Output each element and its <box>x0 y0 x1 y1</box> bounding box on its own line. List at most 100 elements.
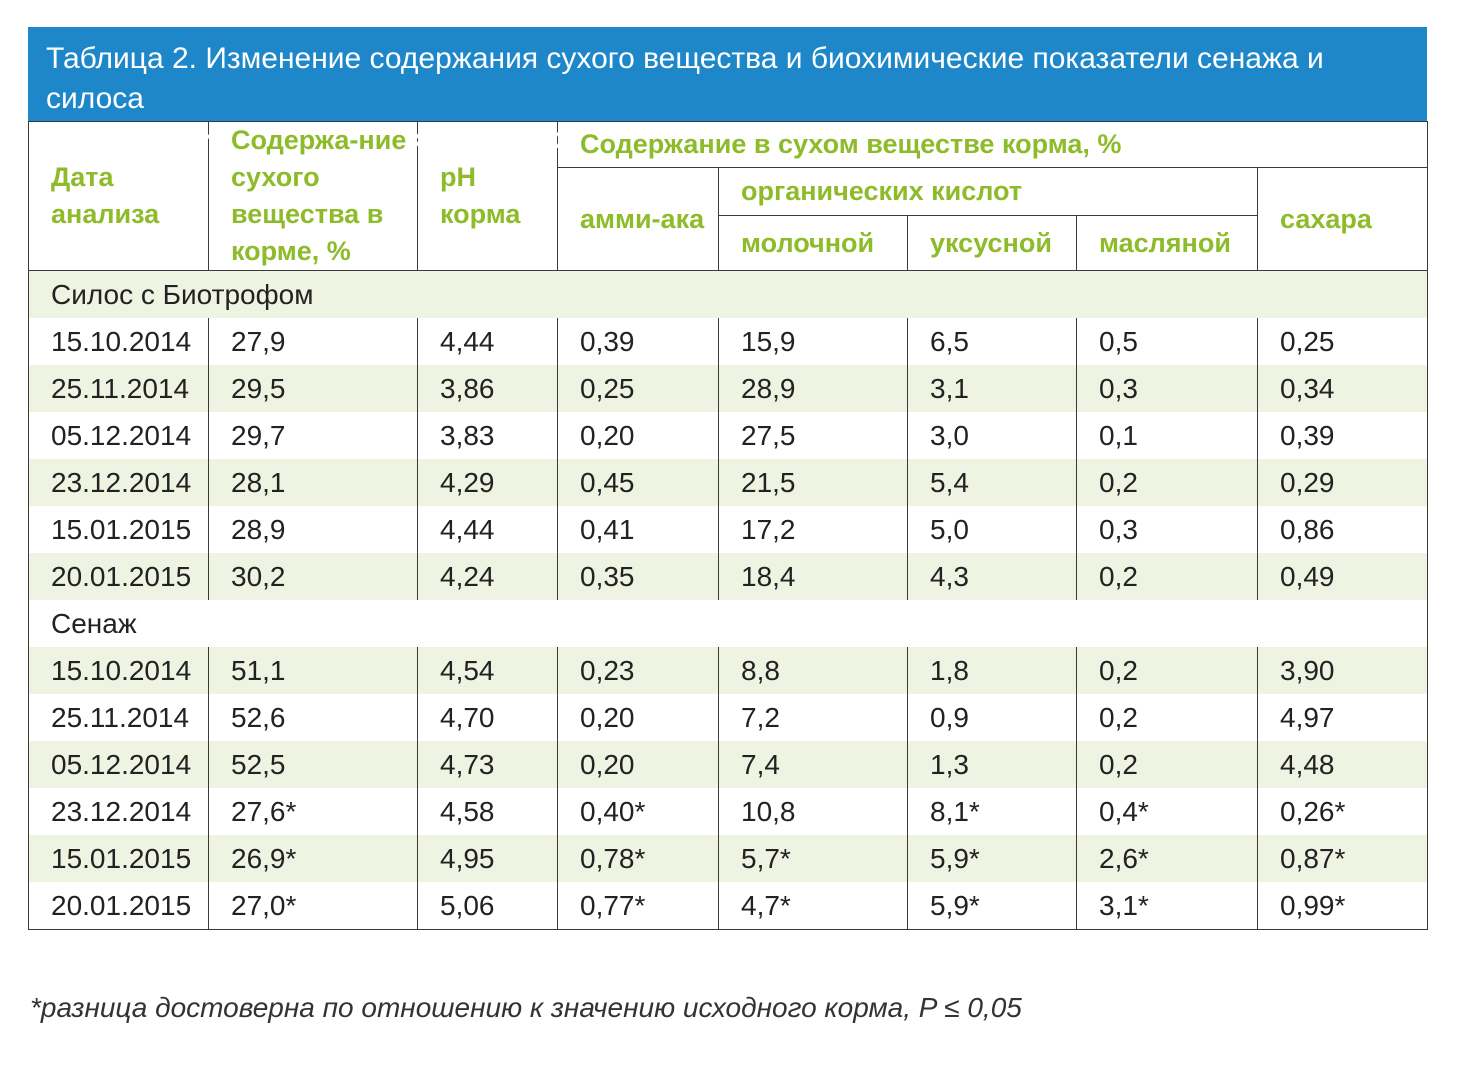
table-row: 23.12.2014 28,1 4,29 0,45 21,5 5,4 0,2 0,29 <box>28 459 1429 506</box>
table-row: 20.01.2015 30,2 4,24 0,35 18,4 4,3 0,2 0,49 <box>28 553 1429 600</box>
table-cell: 0,35 <box>557 553 719 600</box>
table-cell: 28,1 <box>208 459 418 506</box>
section-row: Силос с Биотрофом <box>27 270 1429 318</box>
table-cell: 0,9 <box>907 694 1077 741</box>
table-cell: 2,6* <box>1076 835 1258 882</box>
table-cell: 15.01.2015 <box>28 835 209 882</box>
table-cell: 52,5 <box>208 741 418 788</box>
table-cell: 4,3 <box>907 553 1077 600</box>
table-cell: 0,20 <box>557 741 719 788</box>
table-cell: 0,3 <box>1076 365 1258 412</box>
table-cell: 4,44 <box>417 506 558 553</box>
table-cell: 4,73 <box>417 741 558 788</box>
table-row: 25.11.2014 29,5 3,86 0,25 28,9 3,1 0,3 0,34 <box>28 365 1429 412</box>
table-cell: 0,77* <box>557 882 719 930</box>
table-cell: 4,70 <box>417 694 558 741</box>
table-cell: 0,87* <box>1256 835 1429 882</box>
table-cell: 5,7* <box>718 835 908 882</box>
table-cell: 15.10.2014 <box>28 318 209 365</box>
table-cell: 27,6* <box>208 788 418 835</box>
table-row: 15.01.2015 28,9 4,44 0,41 17,2 5,0 0,3 0,86 <box>28 506 1429 553</box>
table-cell: 0,45 <box>557 459 719 506</box>
table-cell: 23.12.2014 <box>28 459 209 506</box>
table-cell: 05.12.2014 <box>28 741 209 788</box>
table-cell: 30,2 <box>208 553 418 600</box>
table-cell: 4,48 <box>1256 741 1429 788</box>
table-cell: 0,26* <box>1256 788 1429 835</box>
footnote: *разница достоверна по отношению к значе… <box>30 992 1022 1023</box>
table-cell: 25.11.2014 <box>28 694 209 741</box>
table-cell: 20.01.2015 <box>28 553 209 600</box>
table-cell: 4,58 <box>417 788 558 835</box>
table-cell: 20.01.2015 <box>28 882 209 930</box>
table-cell: 0,25 <box>557 365 719 412</box>
table-cell: 28,9 <box>718 365 908 412</box>
table-cell: 0,20 <box>557 412 719 459</box>
table-cell: 0,20 <box>557 694 719 741</box>
table-cell: 29,7 <box>208 412 418 459</box>
table-cell: 15.10.2014 <box>28 647 209 694</box>
table-body: Силос с Биотрофом 15.10.2014 27,9 4,44 0,39 1… <box>27 270 1429 930</box>
table-cell: 27,9 <box>208 318 418 365</box>
table-cell: 0,41 <box>557 506 719 553</box>
header-dry-matter: Содержа-ние сухого вещества в корме, % <box>208 121 418 271</box>
table-cell: 0,39 <box>557 318 719 365</box>
table-cell: 21,5 <box>718 459 908 506</box>
table-cell: 0,3 <box>1076 506 1258 553</box>
table-cell: 3,83 <box>417 412 558 459</box>
table-row: 20.01.2015 27,0* 5,06 0,77* 4,7* 5,9* 3,1* 0,99… <box>28 882 1429 930</box>
table-cell: 8,8 <box>718 647 908 694</box>
table-cell: 5,4 <box>907 459 1077 506</box>
section-label: Сенаж <box>27 600 1429 647</box>
table-header: Дата анализа Содержа-ние сухого вещества… <box>28 121 1429 271</box>
table-cell: 15,9 <box>718 318 908 365</box>
table-cell: 3,1 <box>907 365 1077 412</box>
table-cell: 0,25 <box>1256 318 1429 365</box>
table-cell: 0,34 <box>1256 365 1429 412</box>
table-row: 05.12.2014 29,7 3,83 0,20 27,5 3,0 0,1 0,39 <box>28 412 1429 459</box>
table-cell: 0,2 <box>1076 553 1258 600</box>
table-cell: 10,8 <box>718 788 908 835</box>
header-acetic: уксусной <box>907 215 1077 271</box>
table-cell: 1,3 <box>907 741 1077 788</box>
header-content-group: Содержание в сухом веществе корма, % <box>556 121 1429 168</box>
table-cell: 18,4 <box>718 553 908 600</box>
table-title: Таблица 2. Изменение содержания сухого в… <box>28 27 1427 155</box>
table-cell: 8,1* <box>907 788 1077 835</box>
table-cell: 17,2 <box>718 506 908 553</box>
table-cell: 28,9 <box>208 506 418 553</box>
table-cell: 23.12.2014 <box>28 788 209 835</box>
table-cell: 0,5 <box>1076 318 1258 365</box>
table-cell: 4,24 <box>417 553 558 600</box>
table-cell: 0,29 <box>1256 459 1429 506</box>
table-cell: 4,29 <box>417 459 558 506</box>
table-cell: 27,0* <box>208 882 418 930</box>
table-cell: 0,40* <box>557 788 719 835</box>
table-cell: 5,9* <box>907 882 1077 930</box>
header-sugar: сахара <box>1256 167 1429 271</box>
section-label: Силос с Биотрофом <box>27 270 1429 318</box>
table-cell: 0,2 <box>1076 741 1258 788</box>
table-cell: 4,7* <box>718 882 908 930</box>
table-cell: 0,86 <box>1256 506 1429 553</box>
table-cell: 6,5 <box>907 318 1077 365</box>
table-row: 15.10.2014 27,9 4,44 0,39 15,9 6,5 0,5 0,25 <box>28 318 1429 365</box>
table-cell: 7,4 <box>718 741 908 788</box>
table-cell: 52,6 <box>208 694 418 741</box>
table-cell: 27,5 <box>718 412 908 459</box>
table-row: 15.01.2015 26,9* 4,95 0,78* 5,7* 5,9* 2,6* 0,87… <box>28 835 1429 882</box>
table-cell: 0,39 <box>1256 412 1429 459</box>
table-cell: 0,49 <box>1256 553 1429 600</box>
table-cell: 0,99* <box>1256 882 1429 930</box>
table-cell: 4,54 <box>417 647 558 694</box>
data-table: Дата анализа Содержа-ние сухого вещества… <box>27 121 1429 930</box>
header-organic-acids: органических кислот <box>718 167 1258 216</box>
table-cell: 5,06 <box>417 882 558 930</box>
table-row: 23.12.2014 27,6* 4,58 0,40* 10,8 8,1* 0,4* 0,26… <box>28 788 1429 835</box>
section-row: Сенаж <box>27 600 1429 647</box>
header-butyric: масляной <box>1076 215 1258 271</box>
header-lactic: молочной <box>718 215 908 271</box>
table-cell: 05.12.2014 <box>28 412 209 459</box>
table-cell: 4,44 <box>417 318 558 365</box>
table-title-line1: Таблица 2. Изменение содержания сухого в… <box>46 42 1324 115</box>
